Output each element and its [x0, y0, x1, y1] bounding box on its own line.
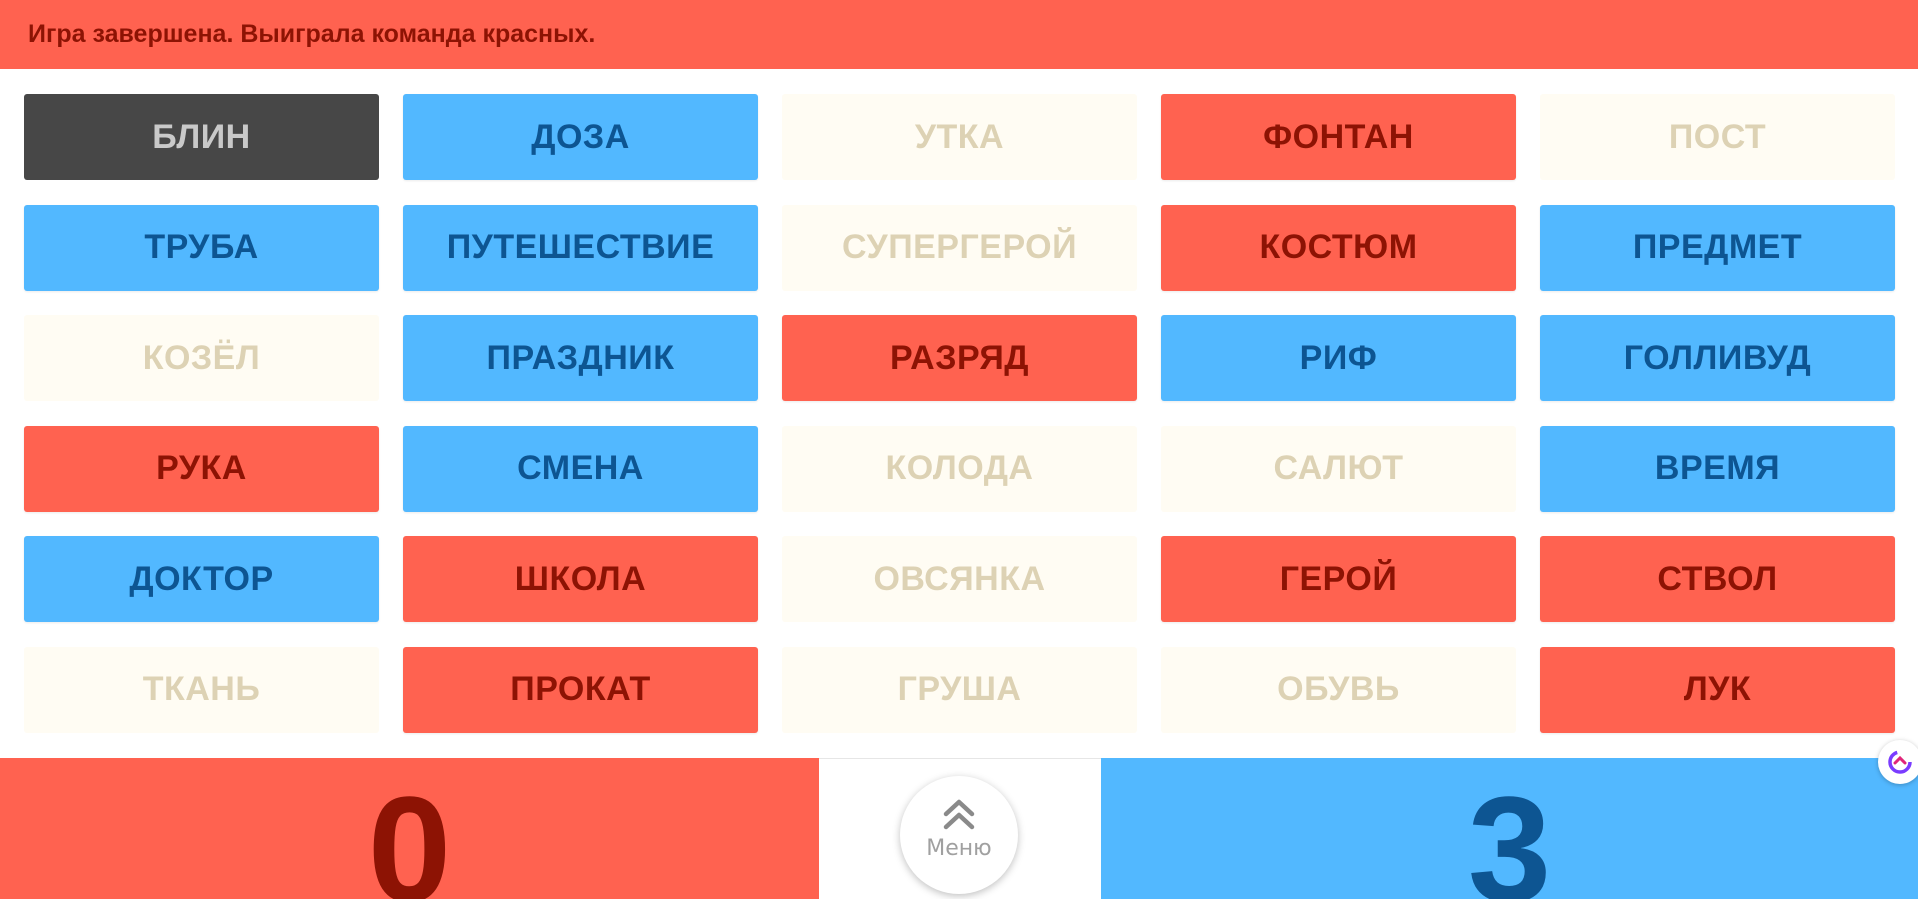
word-card[interactable]: ПРОКАТ [403, 646, 758, 733]
word-card-label: ТРУБА [144, 228, 259, 266]
word-card[interactable]: ФОНТАН [1161, 94, 1516, 180]
word-card-label: ВРЕМЯ [1654, 449, 1781, 487]
word-card-label: РАЗРЯД [889, 338, 1030, 377]
word-card[interactable]: ТКАНЬ [24, 646, 379, 733]
word-card-label: БЛИН [152, 117, 251, 156]
word-card[interactable]: ОВСЯНКА [782, 536, 1137, 622]
word-card[interactable]: СМЕНА [403, 425, 758, 512]
word-card-label: ПРЕДМЕТ [1632, 228, 1803, 266]
word-card[interactable]: ГЕРОЙ [1161, 536, 1516, 622]
status-message: Игра завершена. Выиграла команда красных… [28, 20, 596, 48]
word-card-label: КОЗЁЛ [142, 338, 261, 377]
word-card-label: КОСТЮМ [1259, 228, 1418, 266]
game-board: БЛИН ДОЗА УТКА ФОНТАН ПОСТ ТРУБА ПУТЕШЕСТВИЕ СУ… [24, 94, 1896, 734]
word-card[interactable]: ГОЛЛИВУД [1540, 315, 1895, 401]
word-card[interactable]: ДОЗА [403, 94, 758, 180]
score-bar: 0 Меню 3 [0, 758, 1918, 899]
word-card[interactable]: РУКА [24, 425, 379, 512]
word-card-label: ПРОКАТ [510, 670, 651, 708]
word-card-label: УТКА [914, 117, 1005, 156]
double-chevron-up-icon [943, 799, 975, 830]
word-card-label: ШКОЛА [514, 559, 647, 598]
word-card[interactable]: ЛУК [1540, 646, 1895, 733]
word-card-label: ГЕРОЙ [1279, 559, 1398, 598]
word-card-label: ПРАЗДНИК [486, 338, 675, 377]
word-card-label: ГОЛЛИВУД [1623, 338, 1812, 377]
word-card[interactable]: ПРЕДМЕТ [1540, 204, 1895, 291]
word-card-label: ДОКТОР [129, 559, 274, 598]
red-team-score: 0 [367, 765, 452, 899]
word-card[interactable]: СУПЕРГЕРОЙ [782, 204, 1137, 291]
word-card[interactable]: САЛЮТ [1161, 425, 1516, 512]
assistant-widget-button[interactable] [1878, 740, 1918, 784]
menu-label: Меню [926, 836, 992, 861]
word-card-label: РУКА [156, 449, 247, 487]
menu-button[interactable]: Меню [900, 776, 1018, 894]
word-card-label: ОБУВЬ [1277, 670, 1400, 708]
word-card-label: ОВСЯНКА [873, 559, 1046, 598]
word-card-label: ПУТЕШЕСТВИЕ [446, 228, 715, 266]
word-card[interactable]: БЛИН [24, 94, 379, 180]
word-card[interactable]: СТВОЛ [1540, 536, 1895, 622]
word-card[interactable]: ГРУША [782, 646, 1137, 733]
word-card-label: САЛЮТ [1273, 449, 1404, 487]
word-card[interactable]: УТКА [782, 94, 1137, 180]
word-card[interactable]: ТРУБА [24, 204, 379, 291]
word-card[interactable]: КОЛОДА [782, 425, 1137, 512]
word-card[interactable]: ПОСТ [1540, 94, 1895, 180]
word-card-label: СМЕНА [517, 449, 644, 487]
word-card-label: РИФ [1299, 338, 1378, 377]
blue-team-score: 3 [1467, 765, 1552, 899]
word-card-label: СУПЕРГЕРОЙ [841, 228, 1078, 266]
word-card[interactable]: ОБУВЬ [1161, 646, 1516, 733]
word-card-label: ТКАНЬ [142, 670, 261, 708]
blue-team-score-panel: 3 [1101, 758, 1918, 899]
word-card[interactable]: КОСТЮМ [1161, 204, 1516, 291]
word-card[interactable]: РАЗРЯД [782, 315, 1137, 401]
word-card-label: ГРУША [897, 670, 1022, 708]
word-card[interactable]: ВРЕМЯ [1540, 425, 1895, 512]
word-card[interactable]: ДОКТОР [24, 536, 379, 622]
status-banner: Игра завершена. Выиграла команда красных… [0, 0, 1918, 69]
assistant-icon [1888, 750, 1912, 774]
divider [819, 758, 1101, 759]
word-card-label: ЛУК [1683, 670, 1752, 708]
word-card-label: ДОЗА [531, 117, 630, 156]
word-card-label: ФОНТАН [1263, 117, 1414, 156]
word-card[interactable]: РИФ [1161, 315, 1516, 401]
word-card-label: ПОСТ [1668, 117, 1767, 156]
word-card[interactable]: ПУТЕШЕСТВИЕ [403, 204, 758, 291]
word-card-label: СТВОЛ [1657, 559, 1778, 598]
red-team-score-panel: 0 [0, 758, 819, 899]
word-card-label: КОЛОДА [885, 449, 1034, 487]
word-card[interactable]: ШКОЛА [403, 536, 758, 622]
word-card[interactable]: КОЗЁЛ [24, 315, 379, 401]
word-card[interactable]: ПРАЗДНИК [403, 315, 758, 401]
